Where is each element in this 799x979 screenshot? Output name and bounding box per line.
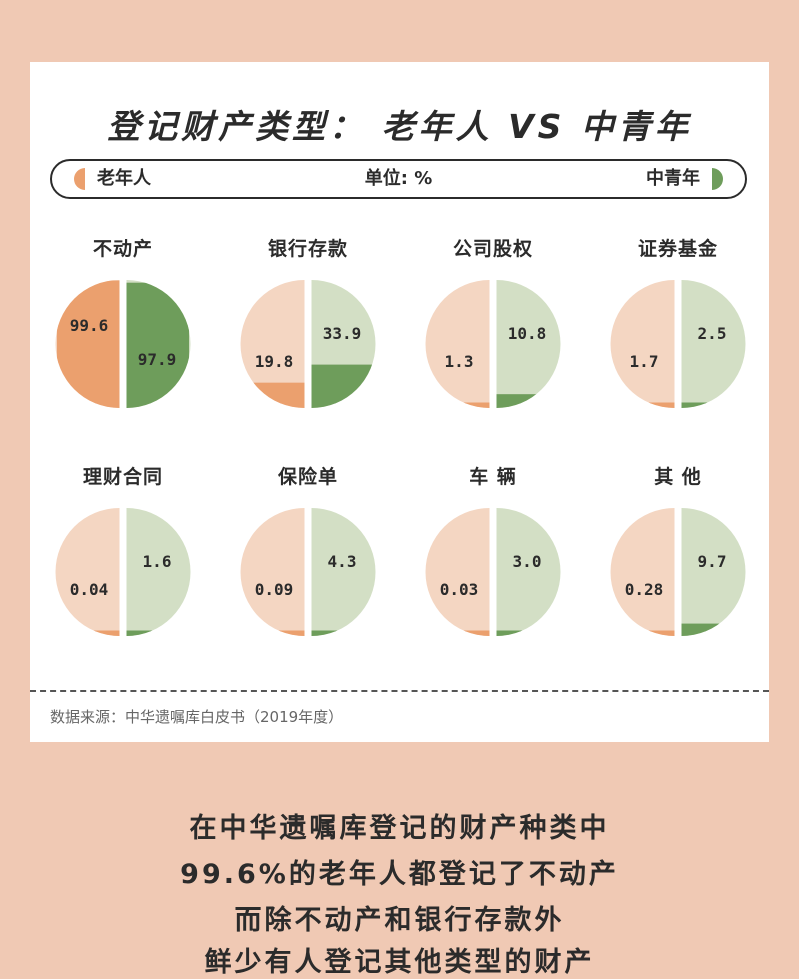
caption-line: 在中华遗嘱库登记的财产种类中 [189, 813, 610, 844]
chart-title: 登记财产类型： 老年人 VS 中青年 [107, 107, 692, 146]
elder-half-background [425, 508, 490, 636]
youth-half-background [126, 508, 191, 636]
youth-value-fill [681, 402, 744, 408]
youth-value-fill [126, 630, 189, 636]
caption-line: 而除不动产和银行存款外 [234, 905, 565, 936]
youth-value-label: 97.9 [137, 350, 177, 369]
category-label: 不动产 [92, 238, 153, 260]
elder-value-label: 1.3 [444, 352, 474, 371]
elder-half-background [55, 508, 120, 636]
caption-line: 鲜少有人登记其他类型的财产 [204, 947, 595, 978]
elder-value-label: 0.28 [624, 580, 664, 599]
legend-elder: 老年人 [74, 161, 151, 197]
youth-half-background [496, 280, 561, 408]
youth-value-fill [496, 394, 559, 408]
youth-half-background [311, 508, 376, 636]
youth-value-label: 2.5 [697, 324, 727, 343]
elder-value-fill [427, 402, 490, 408]
youth-half-background [681, 280, 746, 408]
category-label: 公司股权 [452, 238, 533, 260]
pie-grid [55, 280, 746, 636]
elder-half-background [240, 280, 305, 408]
elder-half-background [610, 508, 675, 636]
elder-value-fill [612, 630, 675, 636]
elder-value-label: 19.8 [254, 352, 294, 371]
elder-half-background [240, 508, 305, 636]
data-source: 数据来源：中华遗嘱库白皮书（2019年度） [50, 708, 344, 726]
category-label: 其 他 [654, 466, 702, 488]
elder-value-label: 1.7 [629, 352, 659, 371]
legend-youth-label: 中青年 [646, 168, 700, 189]
youth-half-background [496, 508, 561, 636]
youth-value-fill [311, 630, 374, 636]
youth-value-label: 33.9 [322, 324, 362, 343]
elder-value-label: 0.03 [439, 580, 479, 599]
youth-half-background [681, 508, 746, 636]
dashed-divider [30, 690, 769, 692]
youth-value-label: 10.8 [507, 324, 547, 343]
elder-value-fill [242, 630, 305, 636]
youth-value-fill [681, 623, 744, 636]
chart-card: 登记财产类型： 老年人 VS 中青年 单位: % 老年人 中青年 不动产 99.6… [30, 62, 769, 742]
elder-value-label: 0.09 [254, 580, 294, 599]
elder-value-fill [57, 630, 120, 636]
elder-half-background [425, 280, 490, 408]
youth-value-fill [496, 630, 559, 636]
youth-value-label: 9.7 [697, 552, 727, 571]
category-label: 证券基金 [637, 238, 718, 260]
youth-value-label: 3.0 [512, 552, 542, 571]
legend-youth: 中青年 [646, 161, 723, 197]
category-label: 银行存款 [267, 238, 348, 260]
youth-value-label: 4.3 [327, 552, 357, 571]
category-label: 保险单 [277, 466, 338, 488]
elder-value-fill [427, 630, 490, 636]
unit-label: 单位: % [364, 168, 433, 189]
legend-elder-label: 老年人 [97, 168, 151, 189]
category-label: 车 辆 [469, 466, 517, 488]
youth-half-circle-icon [712, 168, 723, 190]
elder-value-label: 99.6 [69, 316, 109, 335]
caption-line: 99.6%的老年人都登记了不动产 [180, 859, 619, 890]
elder-value-label: 0.04 [69, 580, 109, 599]
elder-half-circle-icon [74, 168, 85, 190]
category-label: 理财合同 [82, 466, 163, 488]
youth-value-label: 1.6 [142, 552, 172, 571]
legend-bar: 单位: % 老年人 中青年 [50, 159, 747, 199]
elder-half-background [610, 280, 675, 408]
elder-value-fill [612, 402, 675, 408]
